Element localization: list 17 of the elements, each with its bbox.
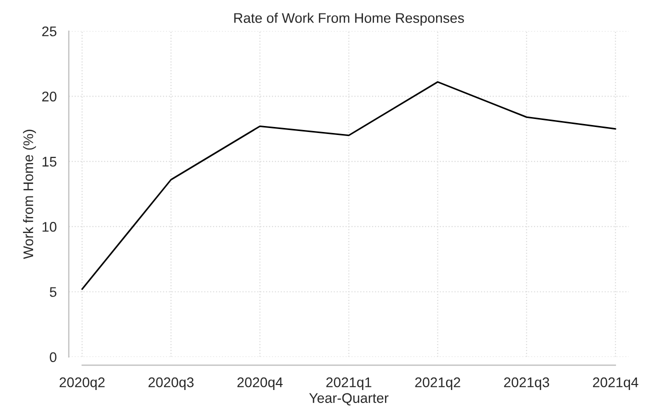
y-axis-title: Work from Home (%) — [23, 130, 36, 260]
line-series — [81, 81, 616, 290]
x-tick-label: 2020q4 — [237, 377, 283, 390]
y-tick-label: 0 — [50, 352, 56, 362]
x-axis-title: Year-Quarter — [309, 393, 388, 406]
chart-title: Rate of Work From Home Responses — [234, 12, 464, 26]
y-tick-label: 15 — [42, 156, 56, 167]
x-tick-label: 2021q1 — [326, 377, 372, 390]
y-tick-label: 10 — [42, 222, 56, 232]
y-tick-label: 5 — [50, 287, 56, 297]
y-tick-label: 25 — [42, 26, 56, 36]
x-tick-label: 2021q2 — [415, 377, 460, 390]
x-tick-label: 2021q3 — [504, 377, 550, 390]
x-tick-label: 2020q2 — [60, 377, 105, 390]
x-tick-label: 2020q3 — [148, 377, 194, 390]
y-tick-label: 20 — [42, 92, 56, 102]
x-tick-label: 2021q4 — [592, 377, 638, 390]
